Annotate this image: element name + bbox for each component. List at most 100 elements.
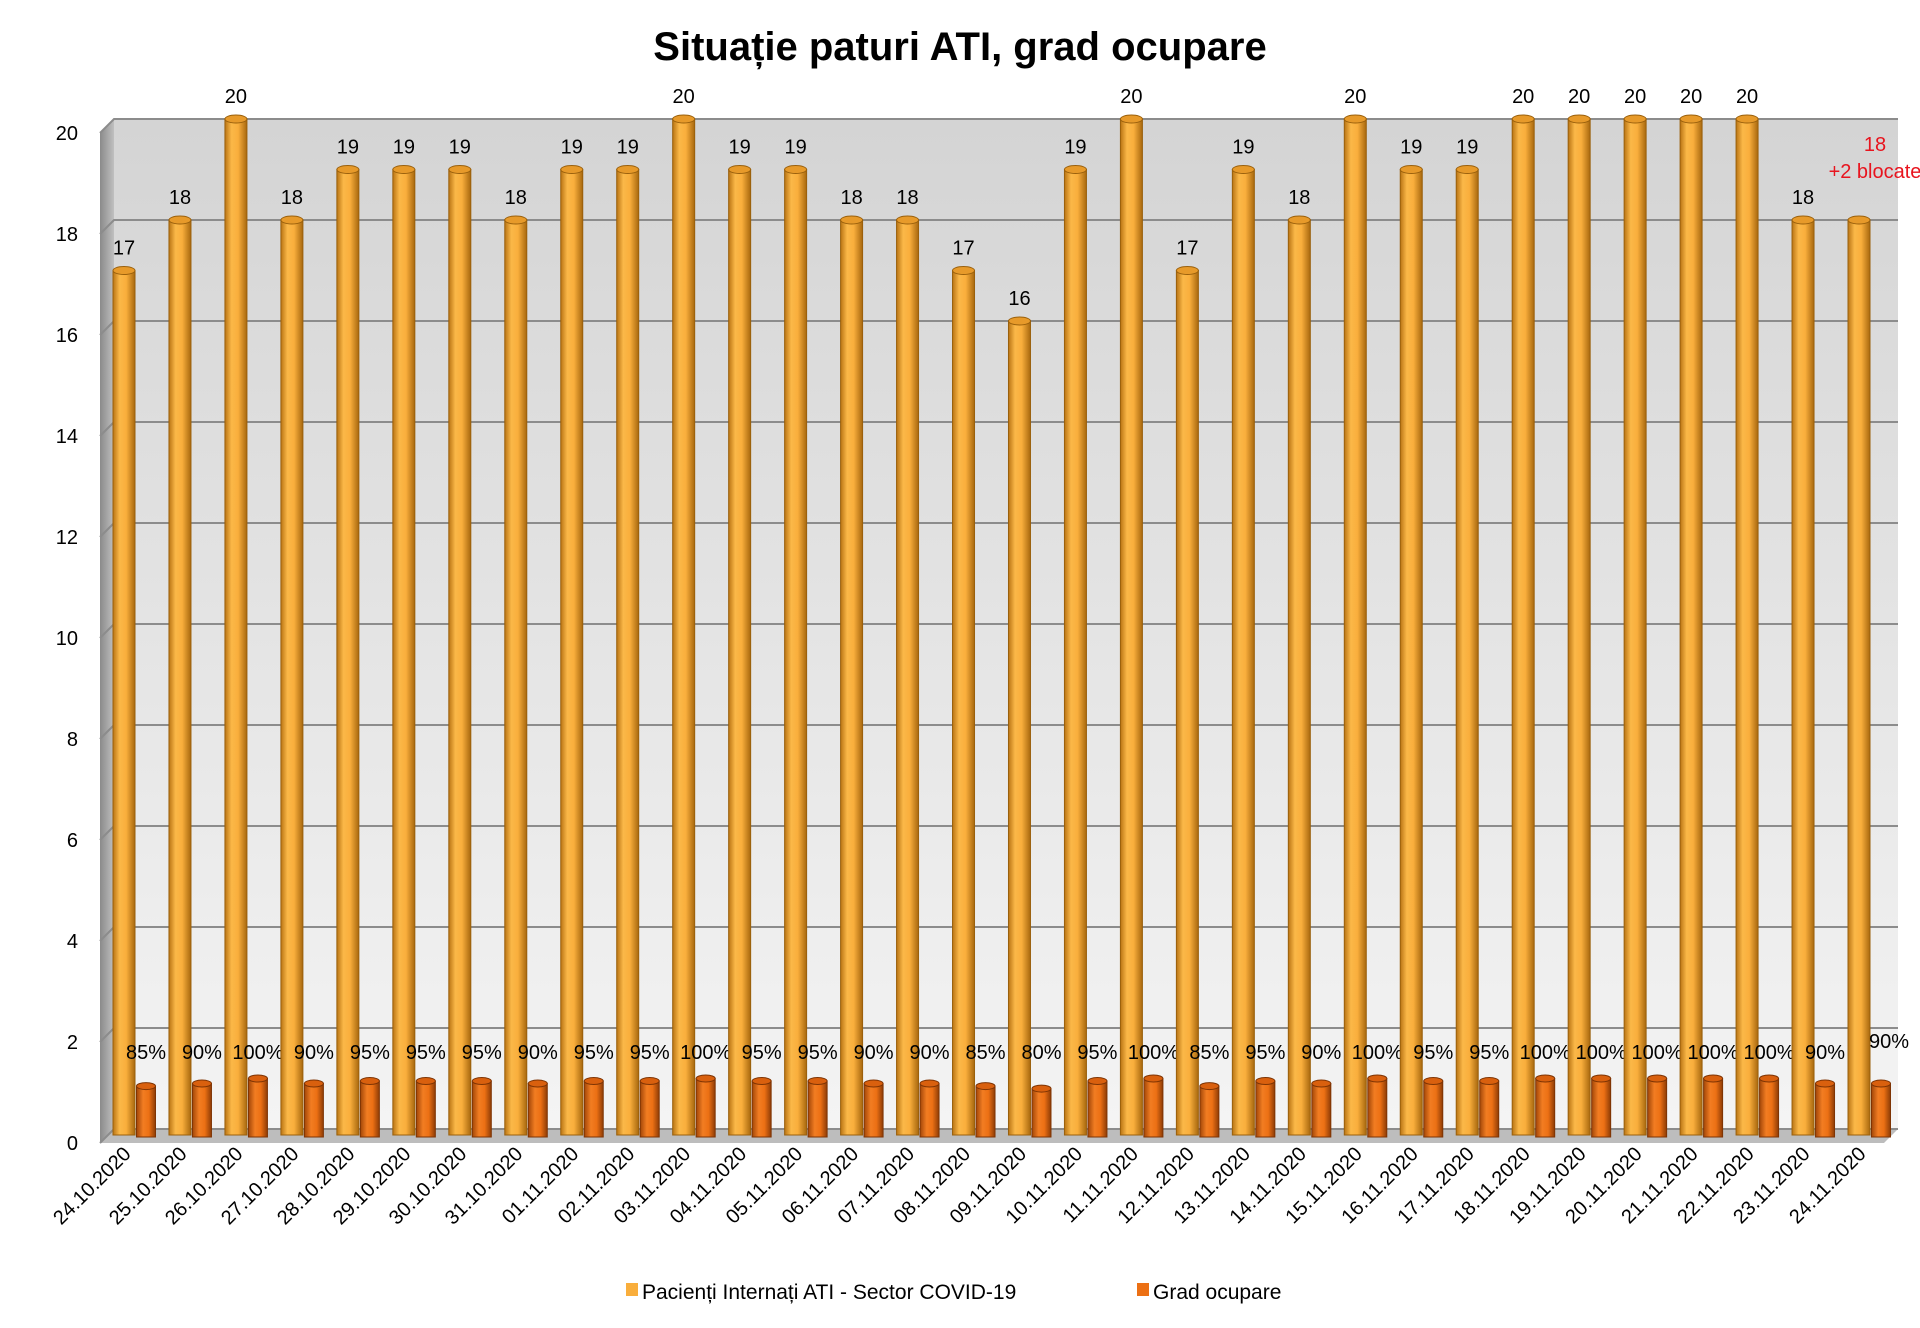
- bar-patients-top: [616, 165, 640, 174]
- bar-occupancy: [359, 1080, 380, 1138]
- bar-occupancy: [136, 1085, 156, 1138]
- bar-patients-top: [168, 215, 192, 225]
- bar-occupancy-top: [1255, 1077, 1276, 1086]
- legend-label-patients: Pacienți Internați ATI - Sector COVID-19: [642, 1281, 1016, 1304]
- bar-patients-top: [504, 215, 528, 225]
- bar-occupancy-top: [247, 1074, 268, 1083]
- bar-patients-top: [728, 165, 752, 174]
- bar-occupancy-top: [919, 1079, 940, 1088]
- bar-patients-top: [1735, 114, 1759, 124]
- bar-patients-top: [1287, 215, 1311, 225]
- bar-occupancy-top: [1031, 1084, 1052, 1093]
- percent-label: 85%: [966, 1042, 1006, 1064]
- bar-occupancy-top: [583, 1077, 604, 1086]
- legend-label-occupancy: Grad ocupare: [1153, 1281, 1281, 1304]
- bar-patients-top: [952, 266, 976, 275]
- annotation-label: +2 blocate: [1829, 161, 1920, 183]
- bar-occupancy: [1423, 1080, 1444, 1138]
- bar-occupancy: [1031, 1088, 1052, 1138]
- percent-label: 100%: [1520, 1042, 1571, 1064]
- legend-swatch-patients: [626, 1283, 638, 1296]
- bar-patients: [1791, 219, 1815, 1136]
- bar-occupancy: [1199, 1085, 1220, 1138]
- bar-occupancy-top: [359, 1077, 380, 1086]
- bar-patients: [336, 169, 360, 1136]
- bar-occupancy-top: [1871, 1079, 1891, 1088]
- value-label: 19: [784, 137, 806, 159]
- bar-patients: [1399, 169, 1423, 1136]
- bar-occupancy-top: [1591, 1074, 1612, 1083]
- bar-occupancy-top: [975, 1082, 996, 1091]
- legend-swatch-occupancy: [1137, 1283, 1149, 1296]
- bar-occupancy: [415, 1080, 436, 1138]
- bar-patients: [1063, 169, 1087, 1136]
- bar-occupancy: [807, 1080, 828, 1138]
- bar-occupancy: [1367, 1078, 1388, 1138]
- value-label: 19: [729, 137, 751, 159]
- bar-patients: [672, 118, 696, 1136]
- bar-occupancy: [247, 1078, 268, 1138]
- value-label: 20: [225, 86, 247, 108]
- chart-title: Situație paturi ATI, grad ocupare: [653, 25, 1266, 69]
- bar-occupancy-top: [695, 1074, 716, 1083]
- percent-label: 95%: [574, 1042, 614, 1064]
- value-label: 20: [1568, 86, 1590, 108]
- bar-patients: [168, 219, 192, 1136]
- bar-occupancy-top: [1647, 1074, 1668, 1083]
- percent-label: 95%: [742, 1042, 782, 1064]
- bar-patients-top: [1175, 266, 1199, 275]
- bar-occupancy: [695, 1078, 716, 1138]
- bar-occupancy-top: [415, 1077, 436, 1086]
- value-label: 18: [1288, 187, 1310, 209]
- percent-label: 100%: [680, 1042, 731, 1064]
- bar-patients: [840, 219, 864, 1136]
- bar-occupancy-top: [1535, 1074, 1556, 1083]
- bar-occupancy: [303, 1083, 324, 1138]
- percent-label: 90%: [1869, 1031, 1909, 1053]
- value-label: 19: [1064, 137, 1086, 159]
- bar-patients: [1343, 118, 1367, 1136]
- bar-patients: [1735, 118, 1759, 1136]
- bar-patients-top: [560, 165, 584, 174]
- bar-occupancy-top: [639, 1077, 660, 1086]
- bar-patients-top: [392, 165, 416, 174]
- bar-patients-top: [1399, 165, 1423, 174]
- bar-occupancy: [1535, 1078, 1556, 1138]
- value-label: 19: [617, 137, 639, 159]
- bar-occupancy-top: [1479, 1077, 1500, 1086]
- percent-label: 80%: [1021, 1042, 1061, 1064]
- bar-patients: [560, 169, 584, 1136]
- bar-patients-top: [1847, 215, 1871, 225]
- bar-patients: [784, 169, 808, 1136]
- bar-patients: [1847, 219, 1871, 1136]
- percent-label: 95%: [406, 1042, 446, 1064]
- bar-occupancy: [1815, 1083, 1836, 1138]
- value-label: 17: [952, 238, 974, 260]
- bar-occupancy-top: [136, 1082, 156, 1091]
- bar-occupancy: [1759, 1078, 1780, 1138]
- percent-label: 95%: [1413, 1042, 1453, 1064]
- legend: Pacienți Internați ATI - Sector COVID-19…: [626, 1281, 1281, 1304]
- bar-occupancy-top: [1367, 1074, 1388, 1083]
- bar-occupancy-top: [303, 1079, 324, 1088]
- bar-patients: [952, 270, 976, 1136]
- bar-occupancy: [1479, 1080, 1500, 1138]
- percent-label: 90%: [182, 1042, 222, 1064]
- y-tick-label: 8: [67, 729, 78, 751]
- y-tick-label: 12: [56, 527, 78, 549]
- bar-occupancy-top: [471, 1077, 492, 1086]
- bar-patients-top: [112, 266, 136, 275]
- bar-occupancy-top: [1199, 1082, 1220, 1091]
- bar-occupancy-top: [527, 1079, 548, 1088]
- bar-patients: [504, 219, 528, 1136]
- bar-patients: [392, 169, 416, 1136]
- bar-patients: [1175, 270, 1199, 1136]
- bar-patients-top: [1119, 114, 1143, 124]
- bar-occupancy: [191, 1083, 212, 1138]
- value-label: 17: [113, 238, 135, 260]
- bar-occupancy: [919, 1083, 940, 1138]
- bar-patients: [112, 270, 136, 1136]
- bar-patients-top: [1567, 114, 1591, 124]
- percent-label: 100%: [1632, 1042, 1683, 1064]
- percent-label: 90%: [1805, 1042, 1845, 1064]
